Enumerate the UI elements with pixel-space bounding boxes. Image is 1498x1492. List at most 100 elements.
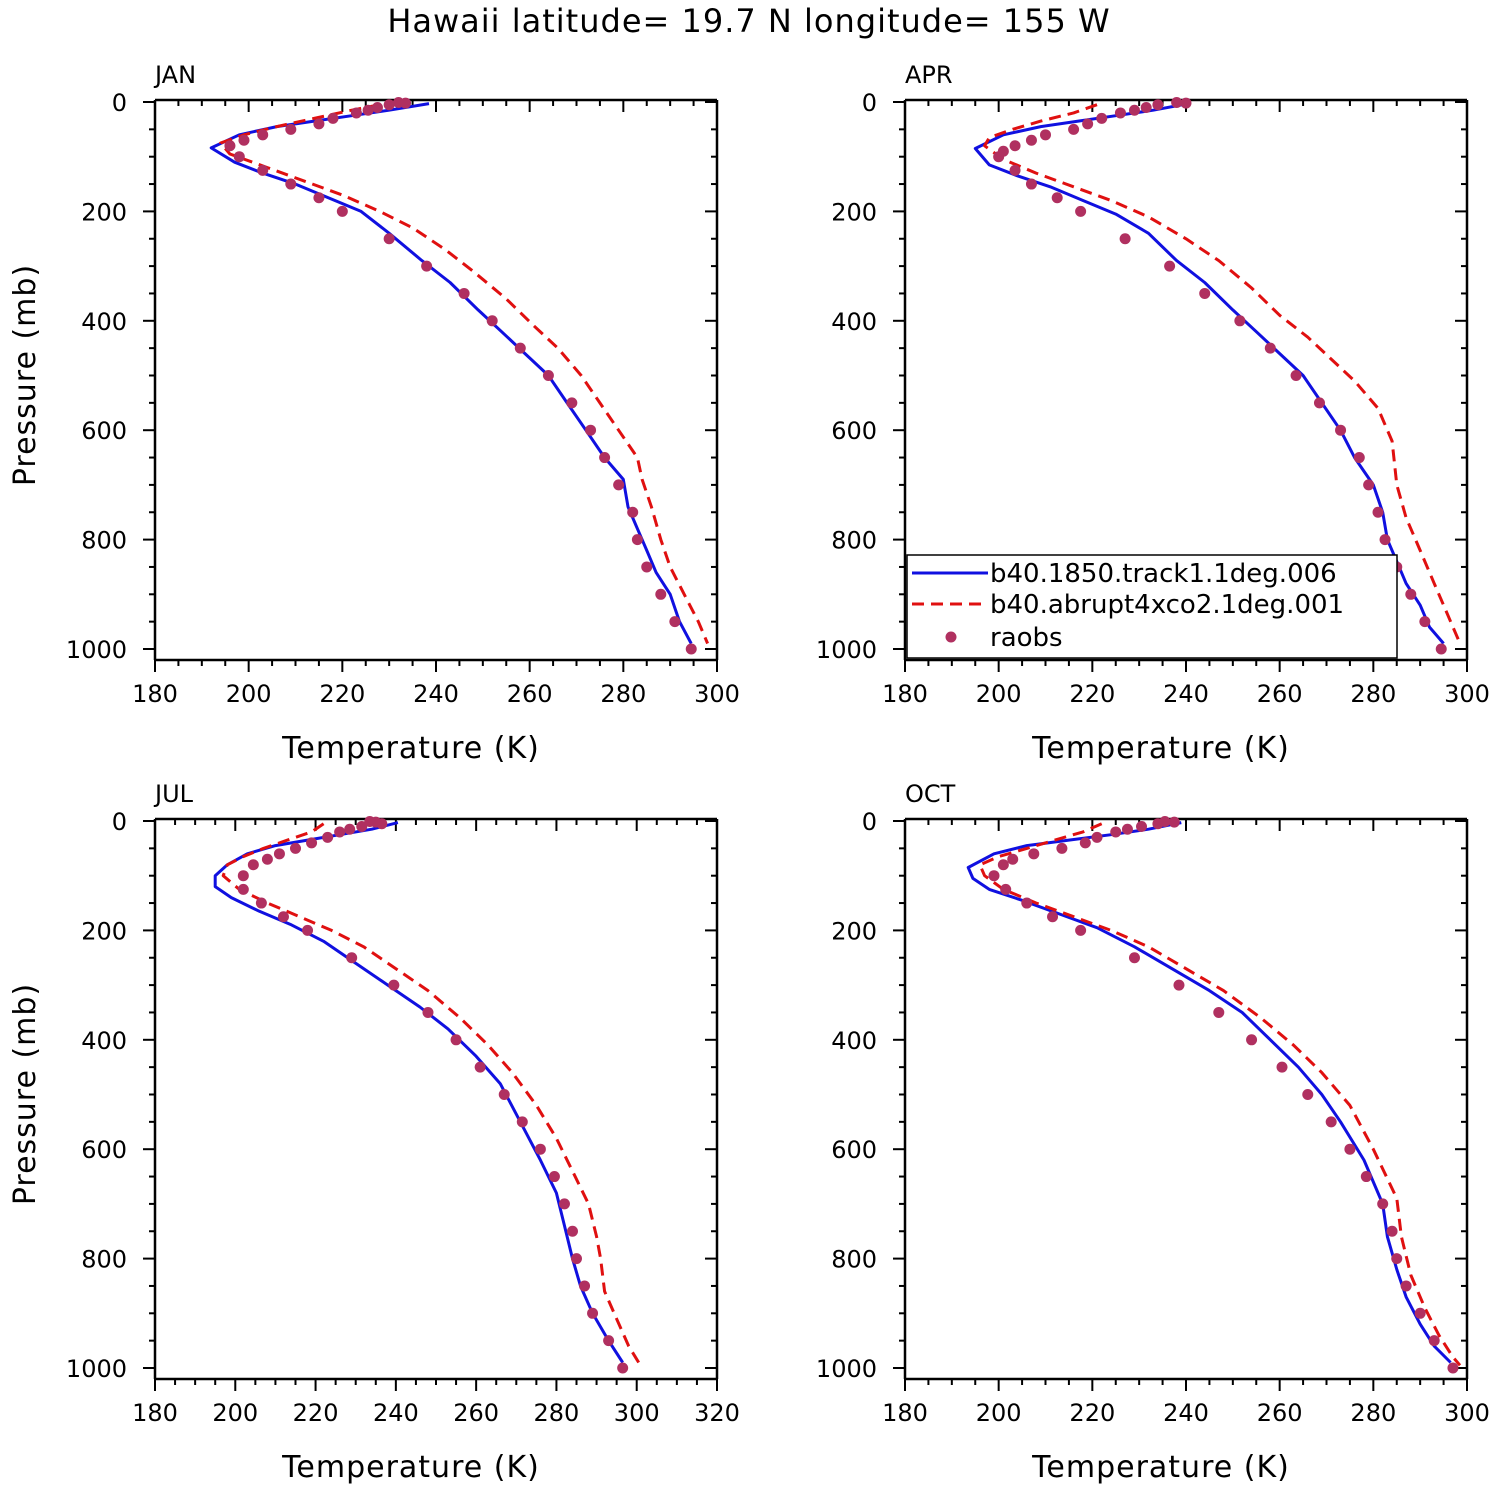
- raobs-point-jul: [346, 952, 358, 964]
- raobs-point-jul: [334, 826, 346, 838]
- raobs-point-apr: [1114, 107, 1126, 119]
- raobs-point-oct: [1447, 1362, 1459, 1374]
- raobs-point-oct: [1377, 1198, 1389, 1210]
- raobs-point-jul: [356, 820, 368, 832]
- y-tick-label-apr: 800: [831, 527, 877, 555]
- x-axis-label-jan: Temperature (K): [281, 731, 540, 766]
- x-tick-label-apr: 300: [1444, 680, 1490, 708]
- raobs-point-jan: [350, 107, 362, 119]
- y-tick-label-jan: 800: [81, 527, 127, 555]
- x-tick-label-jul: 180: [132, 1399, 178, 1427]
- raobs-point-apr: [1009, 140, 1021, 152]
- raobs-point-jan: [585, 424, 597, 436]
- legend-label-1850: b40.1850.track1.1deg.006: [990, 559, 1337, 589]
- raobs-point-apr: [1379, 534, 1391, 546]
- raobs-point-jan: [336, 205, 348, 217]
- raobs-point-jan: [627, 506, 639, 518]
- raobs-point-jan: [238, 134, 250, 146]
- raobs-point-oct: [1007, 853, 1019, 865]
- x-tick-label-jan: 280: [600, 680, 646, 708]
- legend: b40.1850.track1.1deg.006 b40.abrupt4xco2…: [906, 554, 1398, 659]
- raobs-point-apr: [1140, 101, 1152, 113]
- raobs-point-apr: [1051, 192, 1063, 204]
- y-tick-label-jul: 1000: [66, 1355, 127, 1383]
- y-tick-label-apr: 600: [831, 417, 877, 445]
- raobs-point-apr: [1068, 123, 1080, 135]
- raobs-point-jan: [641, 561, 653, 573]
- raobs-point-jul: [237, 870, 249, 882]
- y-tick-label-apr: 1000: [816, 636, 877, 664]
- raobs-point-jan: [224, 140, 236, 152]
- raobs-point-apr: [1363, 479, 1375, 491]
- raobs-point-oct: [1391, 1253, 1403, 1265]
- y-tick-label-oct: 1000: [816, 1355, 877, 1383]
- raobs-point-jan: [566, 397, 578, 409]
- x-tick-label-apr: 240: [1163, 680, 1209, 708]
- raobs-point-jul: [255, 897, 267, 909]
- raobs-point-jan: [327, 112, 339, 124]
- raobs-point-apr: [1353, 452, 1365, 464]
- x-tick-label-jul: 280: [534, 1399, 580, 1427]
- raobs-point-oct: [1302, 1089, 1314, 1100]
- raobs-point-jan: [371, 101, 383, 113]
- x-tick-label-jul: 320: [694, 1399, 740, 1427]
- raobs-point-jul: [566, 1225, 578, 1237]
- raobs-point-apr: [1152, 99, 1164, 111]
- raobs-point-jan: [631, 534, 643, 546]
- panel-jan: JAN 180 200 220 240 260 280 300 0 200 400 600 800 100…: [8, 61, 740, 766]
- raobs-point-apr: [1119, 233, 1131, 245]
- raobs-point-oct: [1414, 1307, 1426, 1319]
- y-tick-label-apr: 200: [831, 198, 877, 226]
- model-1850-line-oct: [966, 821, 1452, 1364]
- raobs-point-jan: [655, 588, 667, 600]
- raobs-point-apr: [1372, 506, 1384, 518]
- raobs-point-oct: [1276, 1061, 1288, 1073]
- y-tick-label-jan: 1000: [66, 636, 127, 664]
- raobs-point-jul: [422, 1006, 434, 1018]
- panel-label-apr: APR: [905, 61, 953, 89]
- raobs-point-apr: [1096, 112, 1108, 124]
- x-axis-label-apr: Temperature (K): [1031, 731, 1290, 766]
- y-tick-label-jan: 200: [81, 198, 127, 226]
- x-tick-label-jan: 200: [226, 680, 272, 708]
- raobs-point-oct: [1428, 1335, 1440, 1347]
- raobs-point-jul: [273, 848, 285, 860]
- raobs-point-apr: [1171, 97, 1183, 109]
- raobs-point-jan: [514, 342, 526, 354]
- raobs-point-jul: [516, 1116, 528, 1128]
- x-tick-label-jul: 260: [453, 1399, 499, 1427]
- raobs-point-jan: [383, 233, 395, 245]
- raobs-point-jul: [376, 818, 388, 830]
- x-tick-label-jan: 180: [132, 680, 178, 708]
- raobs-point-apr: [1025, 134, 1037, 146]
- raobs-point-jul: [237, 883, 249, 895]
- x-tick-label-jan: 300: [694, 680, 740, 708]
- raobs-point-jul: [558, 1198, 570, 1210]
- raobs-point-oct: [1173, 979, 1185, 991]
- raobs-point-oct: [1325, 1116, 1337, 1128]
- raobs-point-oct: [1128, 952, 1140, 964]
- raobs-point-apr: [1405, 588, 1417, 600]
- x-tick-label-apr: 200: [976, 680, 1022, 708]
- raobs-point-jul: [579, 1280, 591, 1292]
- x-tick-label-jul: 200: [212, 1399, 258, 1427]
- y-tick-label-oct: 600: [831, 1136, 877, 1164]
- raobs-point-jul: [344, 823, 356, 835]
- raobs-point-jul: [261, 853, 273, 865]
- x-tick-label-oct: 240: [1163, 1399, 1209, 1427]
- raobs-point-jul: [290, 842, 301, 854]
- x-tick-label-jan: 220: [319, 680, 365, 708]
- raobs-point-apr: [1040, 129, 1051, 141]
- x-tick-label-jul: 220: [293, 1399, 339, 1427]
- raobs-point-oct: [1136, 820, 1148, 832]
- y-tick-label-jan: 600: [81, 417, 127, 445]
- y-tick-label-oct: 400: [831, 1027, 877, 1055]
- model-1850-line-jul: [213, 821, 624, 1364]
- raobs-point-jan: [285, 178, 297, 190]
- raobs-point-oct: [1021, 897, 1033, 909]
- x-tick-label-oct: 180: [882, 1399, 928, 1427]
- model-4xco2-line-apr: [983, 103, 1462, 645]
- raobs-point-jul: [322, 831, 334, 843]
- y-tick-label-jan: 400: [81, 308, 127, 336]
- raobs-point-apr: [1234, 315, 1246, 327]
